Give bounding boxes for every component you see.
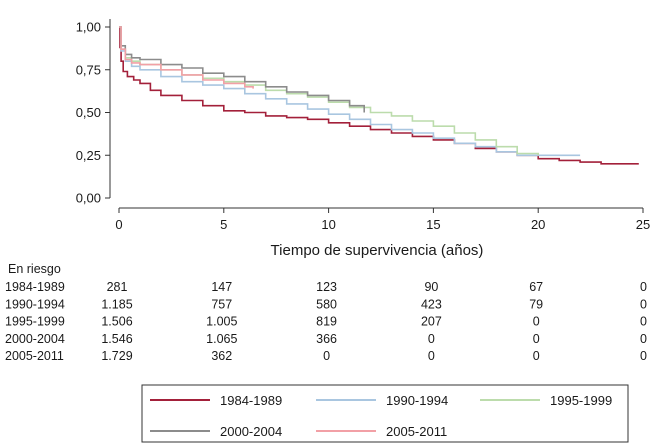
axes-layer: 0,00 0,25 0,50 0,75 1,00 0 5 10 15 20 25 — [76, 19, 650, 232]
risk-cell: 0 — [640, 280, 647, 294]
risk-cell: 1.729 — [101, 349, 132, 363]
y-tick-label: 0,50 — [76, 105, 101, 120]
legend-label: 2000-2004 — [220, 424, 282, 439]
x-tick-label: 0 — [115, 217, 122, 232]
risk-table: En riesgo 1984-1989 281 147 123 90 67 0 1990-199… — [5, 262, 647, 363]
legend-label: 1984-1989 — [220, 393, 282, 408]
risk-cell: 67 — [529, 280, 543, 294]
risk-cell: 423 — [421, 297, 442, 311]
legend: 1984-1989 1990-1994 1995-1999 2000-2004 2005… — [141, 384, 629, 443]
risk-cell: 0 — [533, 349, 540, 363]
series-layer — [119, 26, 639, 165]
risk-cell: 362 — [211, 349, 232, 363]
risk-cell: 147 — [211, 280, 232, 294]
series-line-1995-1999 — [119, 26, 539, 156]
y-tick-label: 0,75 — [76, 62, 101, 77]
legend-label: 1990-1994 — [386, 393, 448, 408]
risk-cell: 0 — [640, 332, 647, 346]
risk-cell: 79 — [529, 297, 543, 311]
legend-label: 1995-1999 — [550, 393, 612, 408]
risk-cell: 0 — [533, 332, 540, 346]
x-tick-label: 10 — [321, 217, 335, 232]
risk-cell: 757 — [211, 297, 232, 311]
risk-cell: 1.546 — [101, 332, 132, 346]
risk-cell: 1.506 — [101, 315, 132, 329]
risk-cell: 0 — [640, 349, 647, 363]
risk-cell: 90 — [424, 280, 438, 294]
risk-cell: 580 — [316, 297, 337, 311]
risk-cell: 366 — [316, 332, 337, 346]
risk-row-label: 2000-2004 — [5, 332, 65, 346]
risk-cell: 123 — [316, 280, 337, 294]
risk-cell: 207 — [421, 315, 442, 329]
risk-table-title: En riesgo — [8, 262, 61, 276]
risk-cell: 0 — [428, 349, 435, 363]
legend-label: 2005-2011 — [386, 424, 447, 439]
risk-cell: 0 — [428, 332, 435, 346]
x-tick-label: 25 — [636, 217, 650, 232]
risk-cell: 1.185 — [101, 297, 132, 311]
risk-row-label: 2005-2011 — [5, 349, 64, 363]
risk-row-label: 1995-1999 — [5, 315, 65, 329]
risk-cell: 1.005 — [206, 315, 237, 329]
risk-row-label: 1984-1989 — [5, 280, 65, 294]
y-tick-label: 0,25 — [76, 148, 101, 163]
risk-cell: 0 — [640, 315, 647, 329]
risk-cell: 1.065 — [206, 332, 237, 346]
x-tick-label: 5 — [220, 217, 227, 232]
y-tick-label: 1,00 — [76, 20, 101, 35]
risk-cell: 281 — [107, 280, 128, 294]
risk-cell: 0 — [533, 315, 540, 329]
series-line-1990-1994 — [119, 26, 581, 157]
series-line-2005-2011 — [119, 26, 254, 89]
x-tick-label: 15 — [426, 217, 440, 232]
x-tick-label: 20 — [531, 217, 545, 232]
risk-cell: 819 — [316, 315, 337, 329]
y-tick-label: 0,00 — [76, 191, 101, 206]
risk-row-label: 1990-1994 — [5, 297, 65, 311]
risk-cell: 0 — [323, 349, 330, 363]
series-line-1984-1989 — [119, 26, 639, 165]
risk-cell: 0 — [640, 297, 647, 311]
series-line-2000-2004 — [119, 26, 365, 113]
x-axis-title: Tiempo de supervivencia (años) — [271, 242, 484, 259]
legend-box — [141, 384, 629, 443]
